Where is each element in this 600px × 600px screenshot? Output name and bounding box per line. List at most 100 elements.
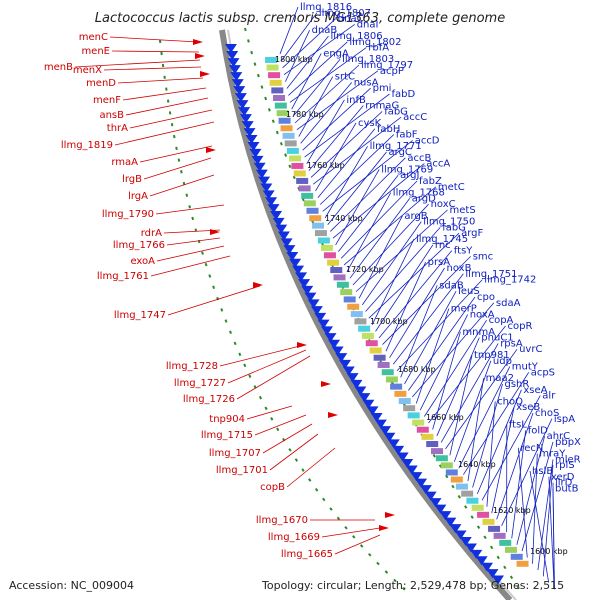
leader-line: [371, 238, 415, 325]
right-gene-label: noxA: [470, 309, 495, 320]
left-gene-label: copB: [260, 482, 285, 493]
gene-segment: [390, 383, 403, 390]
gene-arrow: [362, 399, 375, 409]
right-gene-label: metS: [450, 205, 476, 216]
left-gene-label: menB: [44, 62, 73, 73]
right-gene-label: argF: [461, 228, 483, 239]
right-gene-label: llmg_1751: [465, 269, 517, 280]
leader-line: [296, 70, 379, 131]
gene-segment: [293, 170, 306, 177]
gene-segment: [309, 215, 322, 222]
gene-segment: [327, 259, 340, 266]
topology-text: Topology: circular; Length: 2,529,478 bp…: [262, 579, 565, 592]
leader-line: [501, 418, 553, 526]
gene-segment: [466, 497, 479, 504]
leader-line: [340, 180, 418, 259]
gene-segment: [431, 448, 444, 455]
leader-line: [111, 50, 200, 53]
right-gene-label: llmg_1802: [349, 37, 401, 48]
gene-segment: [488, 525, 501, 532]
leader-line: [472, 383, 503, 488]
right-gene-label: dnaC: [338, 14, 364, 25]
leader-line: [552, 488, 555, 590]
right-gene-label: argD: [412, 193, 436, 204]
gene-arrow: [475, 556, 488, 566]
gene-arrow: [247, 141, 260, 151]
leader-line: [518, 447, 528, 558]
leader-line: [338, 174, 399, 252]
left-gene-label: rmaA: [111, 157, 138, 168]
gene-arrow: [267, 204, 280, 214]
right-gene-label: srtC: [335, 72, 355, 83]
gene-arrow: [236, 100, 249, 110]
leader-line: [496, 412, 534, 520]
left-gene-label: llmg_1726: [183, 394, 235, 405]
leader-line: [315, 122, 357, 192]
left-gene-label: exoA: [130, 256, 155, 267]
left-gene-label: llmg_1727: [174, 378, 226, 389]
right-gene-label: mraY: [539, 449, 566, 460]
leader-line: [529, 470, 550, 583]
leader-line: [355, 209, 448, 292]
leader-line: [294, 64, 360, 124]
gene-arrow: [415, 478, 428, 488]
right-gene-label: hslB: [532, 466, 553, 477]
gene-segment: [320, 244, 333, 251]
leader-line: [289, 47, 367, 103]
right-gene-label: fabZ: [419, 176, 442, 187]
gene-segment: [499, 539, 512, 546]
gene-arrow: [454, 530, 467, 540]
right-gene-label: llmg_1806: [331, 31, 383, 42]
left-gene-label: llmg_1728: [166, 361, 218, 372]
left-gene-labels: menC menE menB menX menD menF ansB thrA llmg_181…: [44, 32, 333, 560]
leader-line: [375, 244, 434, 332]
gene-segment: [271, 87, 284, 94]
gene-arrow: [262, 190, 275, 200]
leader-line: [382, 256, 471, 345]
right-gene-label: maa2: [486, 373, 514, 384]
gene-arrow: [486, 569, 499, 579]
leader-line: [368, 232, 460, 319]
right-gene-label: leuS: [458, 286, 480, 297]
gene-segment: [450, 476, 463, 483]
right-gene-label: llmg_1745: [416, 234, 468, 245]
right-gene-label: choS: [535, 408, 559, 419]
gene-segment: [282, 132, 295, 139]
gene-segment: [358, 325, 371, 332]
right-gene-label: llmg_1768: [393, 188, 445, 199]
gene-arrow: [374, 419, 387, 429]
left-gene-label: menX: [73, 65, 102, 76]
right-gene-label: xerD: [551, 472, 575, 483]
gene-segment: [435, 455, 448, 462]
leader-line: [537, 459, 554, 571]
right-gene-label: tnp981: [474, 350, 510, 361]
gene-segment: [493, 532, 506, 539]
gene-segment: [266, 64, 279, 71]
leader-line: [491, 407, 515, 514]
gene-segment: [312, 222, 325, 229]
gene-arrow: [321, 326, 334, 336]
leader-line: [343, 186, 437, 266]
gene-marker: [297, 342, 307, 348]
leader-line: [358, 215, 403, 299]
gene-segment: [445, 469, 458, 476]
gene-arrow: [245, 135, 258, 145]
kbp-label: 1680 kbp: [398, 365, 436, 374]
gene-arrow: [265, 197, 278, 207]
leader-line: [324, 145, 368, 219]
gene-arrow: [317, 319, 330, 329]
leader-line: [302, 87, 371, 151]
leader-line: [288, 41, 348, 96]
left-gene-label: ansB: [99, 110, 124, 121]
gene-segment: [412, 419, 425, 426]
right-leader-lines: [279, 6, 555, 590]
left-gene-label: llmg_1715: [201, 430, 253, 441]
right-gene-label: argC: [389, 147, 412, 158]
gene-arrow: [346, 373, 359, 383]
right-gene-label: engA: [323, 48, 349, 59]
leader-line: [424, 319, 487, 417]
right-gene-label: fabD: [392, 89, 416, 100]
right-gene-label: udp: [493, 356, 512, 367]
left-gene-label: lrgB: [122, 174, 142, 185]
gene-arrow: [358, 393, 371, 403]
